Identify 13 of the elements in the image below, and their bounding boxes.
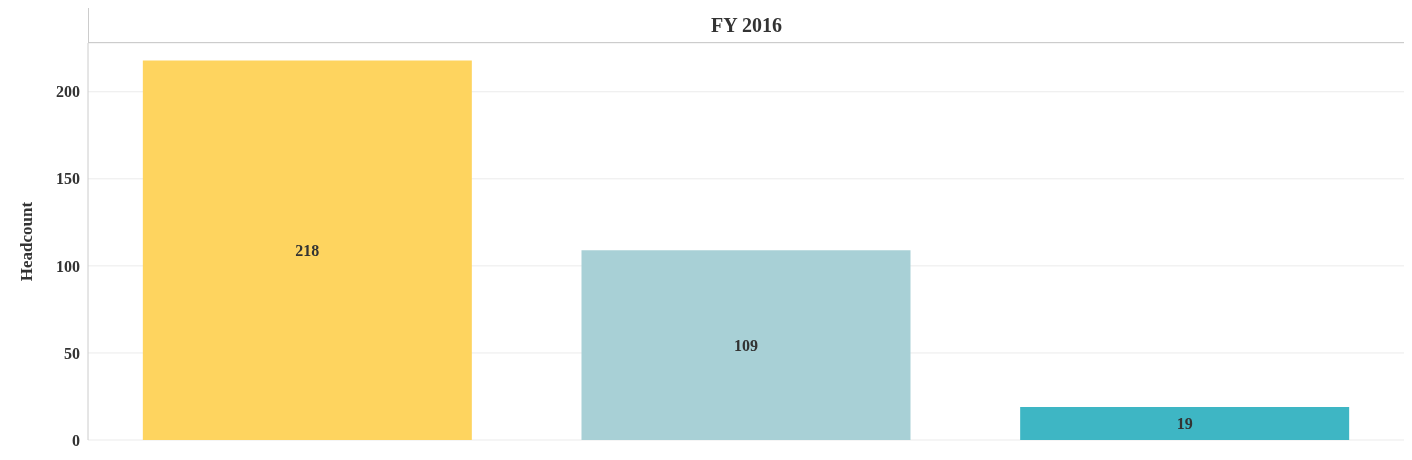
bar (581, 250, 911, 440)
y-tick-label: 50 (64, 344, 80, 362)
y-axis-title: Headcount (17, 201, 37, 282)
y-tick-label: 0 (72, 431, 80, 449)
y-tick-label: 100 (56, 257, 80, 275)
y-tick-label: 200 (56, 83, 80, 101)
data-label: 19 (1176, 415, 1193, 433)
bar (142, 60, 472, 440)
chart-title: FY 2016 (88, 8, 1404, 43)
data-label: 109 (734, 336, 758, 354)
bar (1020, 406, 1350, 440)
data-label: 218 (295, 241, 320, 259)
y-tick-label: 150 (56, 170, 80, 188)
